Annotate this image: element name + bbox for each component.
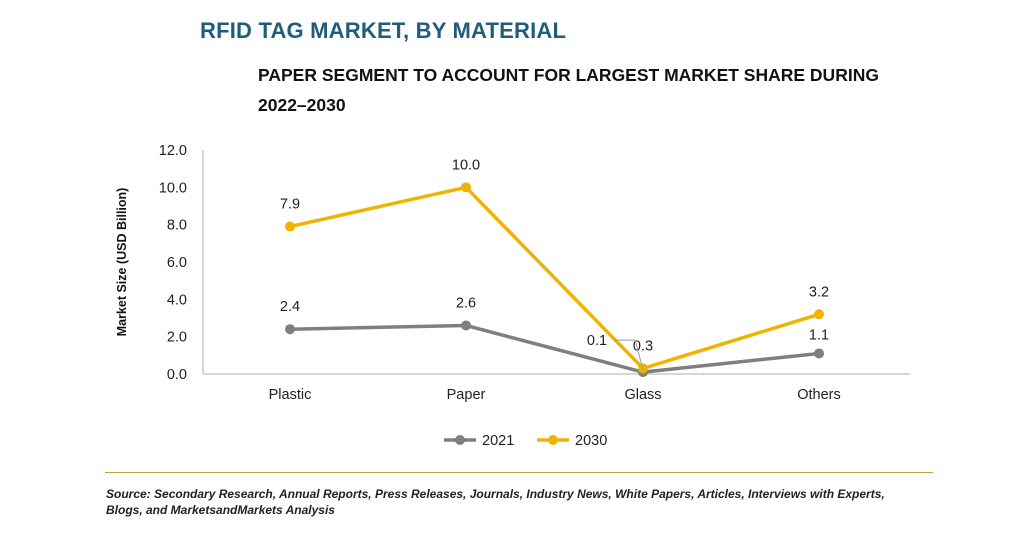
y-tick-label: 4.0 [167,292,187,308]
data-label-2030: 10.0 [452,157,480,173]
data-label-2021: 2.4 [280,299,300,315]
line-chart: 0.0 2.0 4.0 6.0 8.0 10.0 12.0 Market Size (USD … [115,143,910,449]
x-tick-label: Glass [624,387,661,403]
data-point-2030 [461,182,471,193]
data-label-2021: 2.6 [456,295,476,311]
legend-marker-2030 [548,435,558,445]
data-label-2021: 0.1 [587,333,607,349]
legend-label-2030: 2030 [575,433,607,449]
data-point-2030 [285,221,295,232]
y-tick-label: 6.0 [167,255,187,271]
leader-line [615,339,644,370]
divider-rule [105,472,933,473]
y-tick-label: 8.0 [167,218,187,234]
x-tick-label: Others [797,387,841,403]
x-tick-label: Paper [447,387,486,403]
y-tick-label: 0.0 [167,367,187,383]
series-line-2030 [289,185,820,371]
data-label-2030: 7.9 [280,197,300,213]
data-point-2021 [461,320,471,331]
x-tick-label: Plastic [269,387,312,403]
source-note: Source: Secondary Research, Annual Repor… [106,487,885,517]
chart-subtitle: PAPER SEGMENT TO ACCOUNT FOR LARGEST MAR… [258,65,879,115]
y-tick-label: 12.0 [159,143,187,159]
data-point-2021 [814,348,824,359]
data-label-2030: 0.3 [633,338,653,354]
y-tick-label: 2.0 [167,330,187,346]
chart-title: RFID TAG MARKET, BY MATERIAL [200,18,567,43]
y-axis-label: Market Size (USD Billion) [115,188,129,337]
data-point-2021 [285,324,295,335]
legend-marker-2021 [455,435,465,445]
data-point-2030 [814,309,824,320]
series-line-2021 [289,323,820,374]
data-label-2030: 3.2 [809,284,829,300]
y-tick-label: 10.0 [159,180,187,196]
legend-label-2021: 2021 [482,433,514,449]
data-label-2021: 1.1 [809,327,829,343]
